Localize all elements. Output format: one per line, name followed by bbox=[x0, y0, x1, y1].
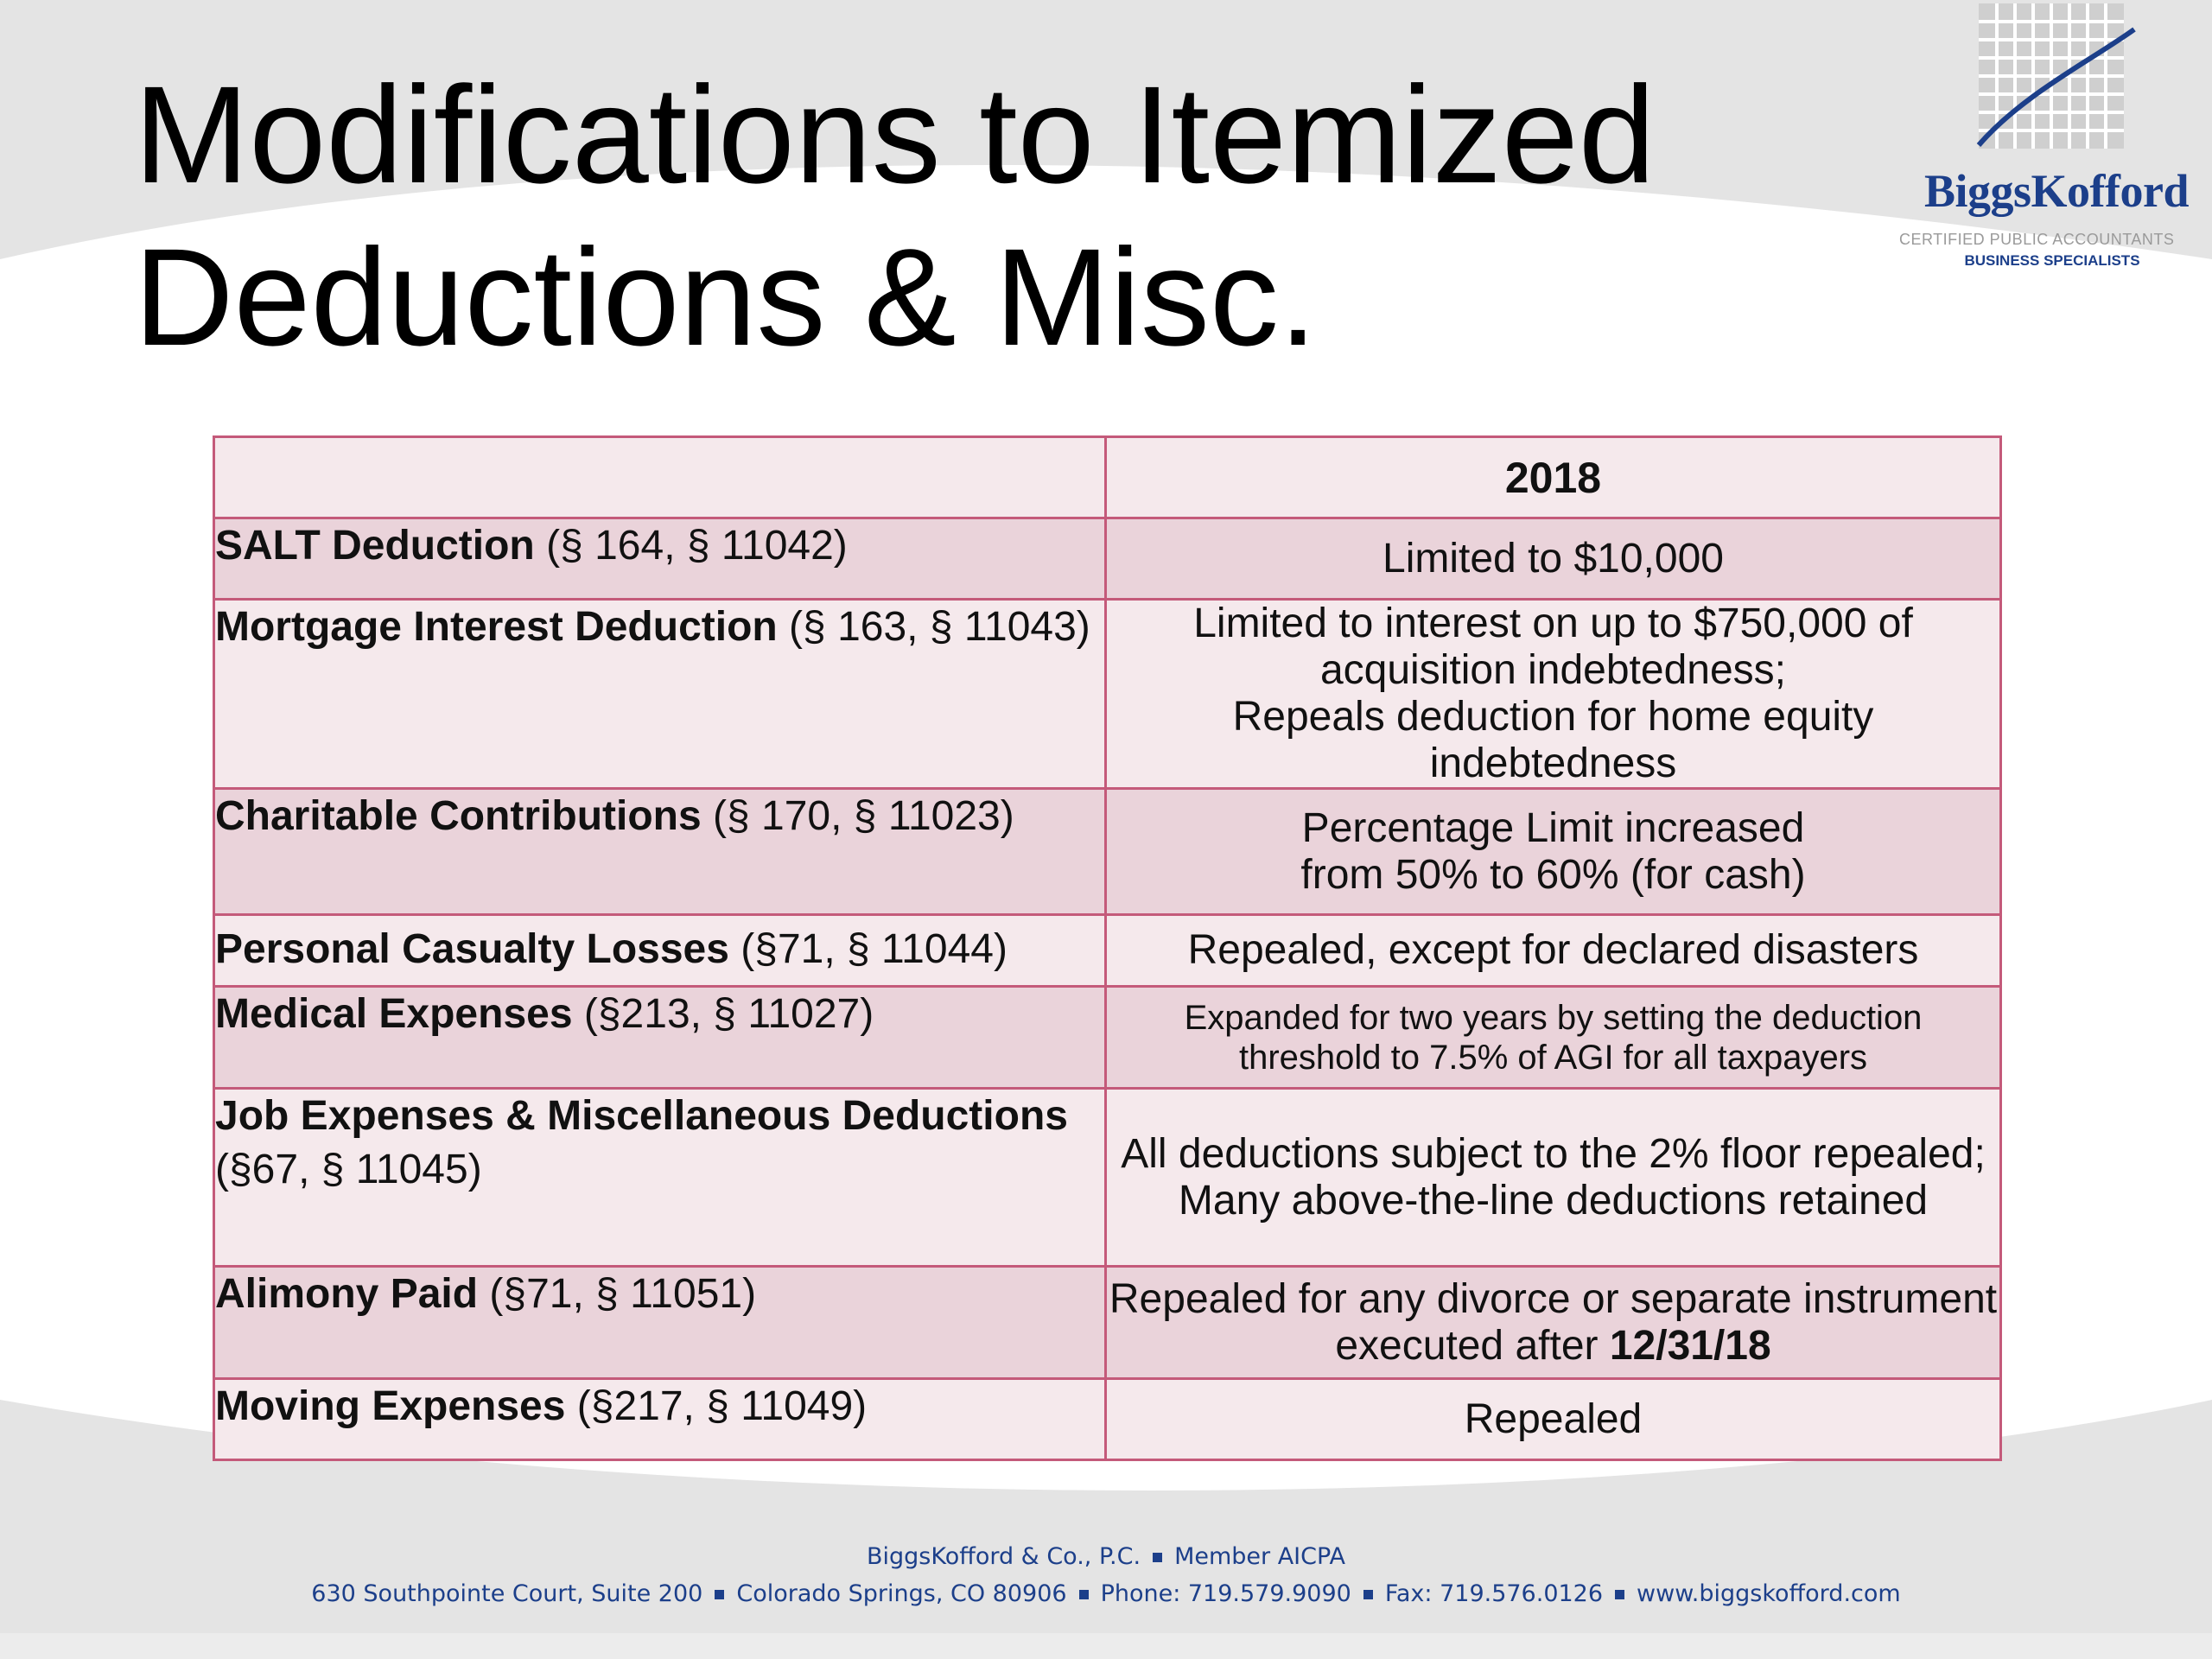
row-refs: (§71, § 11044) bbox=[728, 926, 1007, 972]
footer-fax: Fax: 719.576.0126 bbox=[1384, 1580, 1604, 1607]
row-refs: (§71, § 11051) bbox=[478, 1271, 757, 1317]
row-refs: (§217, § 11049) bbox=[565, 1383, 868, 1429]
slide-title-line1: Modifications to Itemized bbox=[134, 57, 1656, 212]
header-empty-cell bbox=[213, 435, 1107, 519]
row-label-cell: Moving Expenses (§217, § 11049) bbox=[213, 1377, 1107, 1461]
bullet-separator-icon bbox=[1153, 1553, 1163, 1562]
row-value-line: executed after 12/31/18 bbox=[1107, 1323, 1999, 1370]
slide-title: Modifications to Itemized Deductions & M… bbox=[134, 54, 1656, 378]
row-refs: (§67, § 11045) bbox=[215, 1147, 482, 1192]
row-value: threshold to 7.5% of AGI for all taxpaye… bbox=[1238, 1038, 1868, 1077]
table-row: Alimony Paid (§71, § 11051) Repealed for… bbox=[213, 1265, 2002, 1380]
row-value: Repealed bbox=[1464, 1395, 1643, 1442]
bullet-separator-icon bbox=[1615, 1590, 1625, 1599]
logo-grid-swoosh-icon bbox=[1976, 3, 2136, 149]
row-label-cell: SALT Deduction (§ 164, § 11042) bbox=[213, 517, 1107, 601]
row-refs: (§ 163, § 11043) bbox=[777, 604, 1090, 650]
row-value: from 50% to 60% (for cash) bbox=[1300, 851, 1806, 898]
table-row: Charitable Contributions (§ 170, § 11023… bbox=[213, 787, 2002, 916]
footer-city: Colorado Springs, CO 80906 bbox=[736, 1580, 1067, 1607]
table-row: Moving Expenses (§217, § 11049) Repealed bbox=[213, 1377, 2002, 1461]
row-value: Limited to $10,000 bbox=[1382, 535, 1724, 582]
row-value: Repealed for any divorce or separate ins… bbox=[1109, 1275, 1998, 1322]
footer-line-2: 630 Southpointe Court, Suite 200 Colorado… bbox=[0, 1580, 2212, 1607]
footer-phone: Phone: 719.579.9090 bbox=[1100, 1580, 1351, 1607]
row-label-cell: Charitable Contributions (§ 170, § 11023… bbox=[213, 787, 1107, 916]
table-row: Medical Expenses (§213, § 11027) Expande… bbox=[213, 985, 2002, 1090]
row-label-cell: Alimony Paid (§71, § 11051) bbox=[213, 1265, 1107, 1380]
row-value: Percentage Limit increased bbox=[1301, 804, 1805, 851]
logo-tagline-bottom: BUSINESS SPECIALISTS bbox=[1964, 252, 2140, 269]
bullet-separator-icon bbox=[715, 1590, 725, 1599]
row-refs: (§ 164, § 11042) bbox=[534, 523, 848, 569]
row-label-cell: Medical Expenses (§213, § 11027) bbox=[213, 985, 1107, 1090]
row-label-cell: Personal Casualty Losses (§71, § 11044) bbox=[213, 913, 1107, 988]
row-value-cell: Repealed for any divorce or separate ins… bbox=[1104, 1265, 2002, 1380]
row-label: SALT Deduction bbox=[215, 523, 535, 569]
footer-website[interactable]: www.biggskofford.com bbox=[1637, 1580, 1901, 1607]
header-year-cell: 2018 bbox=[1104, 435, 2002, 519]
row-value-date: 12/31/18 bbox=[1609, 1322, 1771, 1369]
row-label: Medical Expenses bbox=[215, 991, 573, 1037]
row-value: All deductions subject to the 2% floor r… bbox=[1121, 1130, 1986, 1177]
row-value-cell: Repealed bbox=[1104, 1377, 2002, 1461]
row-refs: (§ 170, § 11023) bbox=[701, 793, 1014, 839]
footer-address: 630 Southpointe Court, Suite 200 bbox=[311, 1580, 703, 1607]
row-label: Job Expenses & Miscellaneous Deductions bbox=[215, 1093, 1068, 1139]
table-row: Personal Casualty Losses (§71, § 11044) … bbox=[213, 913, 2002, 988]
row-label: Personal Casualty Losses bbox=[215, 926, 729, 972]
row-value: Repeals deduction for home equity indebt… bbox=[1232, 694, 1874, 786]
row-label: Mortgage Interest Deduction bbox=[215, 604, 778, 650]
row-value-cell: Percentage Limit increased from 50% to 6… bbox=[1104, 787, 2002, 916]
row-label: Alimony Paid bbox=[215, 1271, 479, 1317]
row-value: executed after bbox=[1335, 1322, 1610, 1369]
row-value-cell: Limited to interest on up to $750,000 of… bbox=[1104, 598, 2002, 790]
row-value: Limited to interest on up to $750,000 of bbox=[1193, 601, 1913, 646]
row-value-cell: Repealed, except for declared disasters bbox=[1104, 913, 2002, 988]
row-value-cell: Limited to $10,000 bbox=[1104, 517, 2002, 601]
company-logo: BiggsKofford CERTIFIED PUBLIC ACCOUNTANT… bbox=[1892, 0, 2212, 276]
table-header-row: 2018 bbox=[213, 435, 2002, 519]
row-value-cell: All deductions subject to the 2% floor r… bbox=[1104, 1087, 2002, 1268]
table-row: SALT Deduction (§ 164, § 11042) Limited … bbox=[213, 517, 2002, 601]
row-label: Charitable Contributions bbox=[215, 793, 702, 839]
row-label: Moving Expenses bbox=[215, 1383, 566, 1429]
table-row: Mortgage Interest Deduction (§ 163, § 11… bbox=[213, 598, 2002, 790]
row-value: Many above-the-line deductions retained bbox=[1178, 1177, 1929, 1224]
slide-title-line2: Deductions & Misc. bbox=[134, 219, 1318, 374]
row-value-cell: Expanded for two years by setting the de… bbox=[1104, 985, 2002, 1090]
bullet-separator-icon bbox=[1078, 1590, 1089, 1599]
row-label-cell: Mortgage Interest Deduction (§ 163, § 11… bbox=[213, 598, 1107, 790]
logo-tagline-top: CERTIFIED PUBLIC ACCOUNTANTS bbox=[1899, 231, 2175, 248]
row-refs: (§213, § 11027) bbox=[572, 991, 874, 1037]
footer-line-1: BiggsKofford & Co., P.C. Member AICPA bbox=[0, 1543, 2212, 1570]
deductions-table: 2018 SALT Deduction (§ 164, § 11042) Lim… bbox=[213, 435, 2002, 1461]
row-value: acquisition indebtedness; bbox=[1319, 647, 1787, 693]
logo-wordmark: BiggsKofford bbox=[1923, 165, 2190, 217]
bullet-separator-icon bbox=[1363, 1590, 1373, 1599]
row-value: Repealed, except for declared disasters bbox=[1187, 927, 1919, 973]
row-value: Expanded for two years by setting the de… bbox=[1184, 998, 1923, 1037]
footer-member: Member AICPA bbox=[1174, 1543, 1346, 1570]
table-row: Job Expenses & Miscellaneous Deductions (… bbox=[213, 1087, 2002, 1268]
footer-firm: BiggsKofford & Co., P.C. bbox=[866, 1543, 1141, 1570]
row-label-cell: Job Expenses & Miscellaneous Deductions (… bbox=[213, 1087, 1107, 1268]
